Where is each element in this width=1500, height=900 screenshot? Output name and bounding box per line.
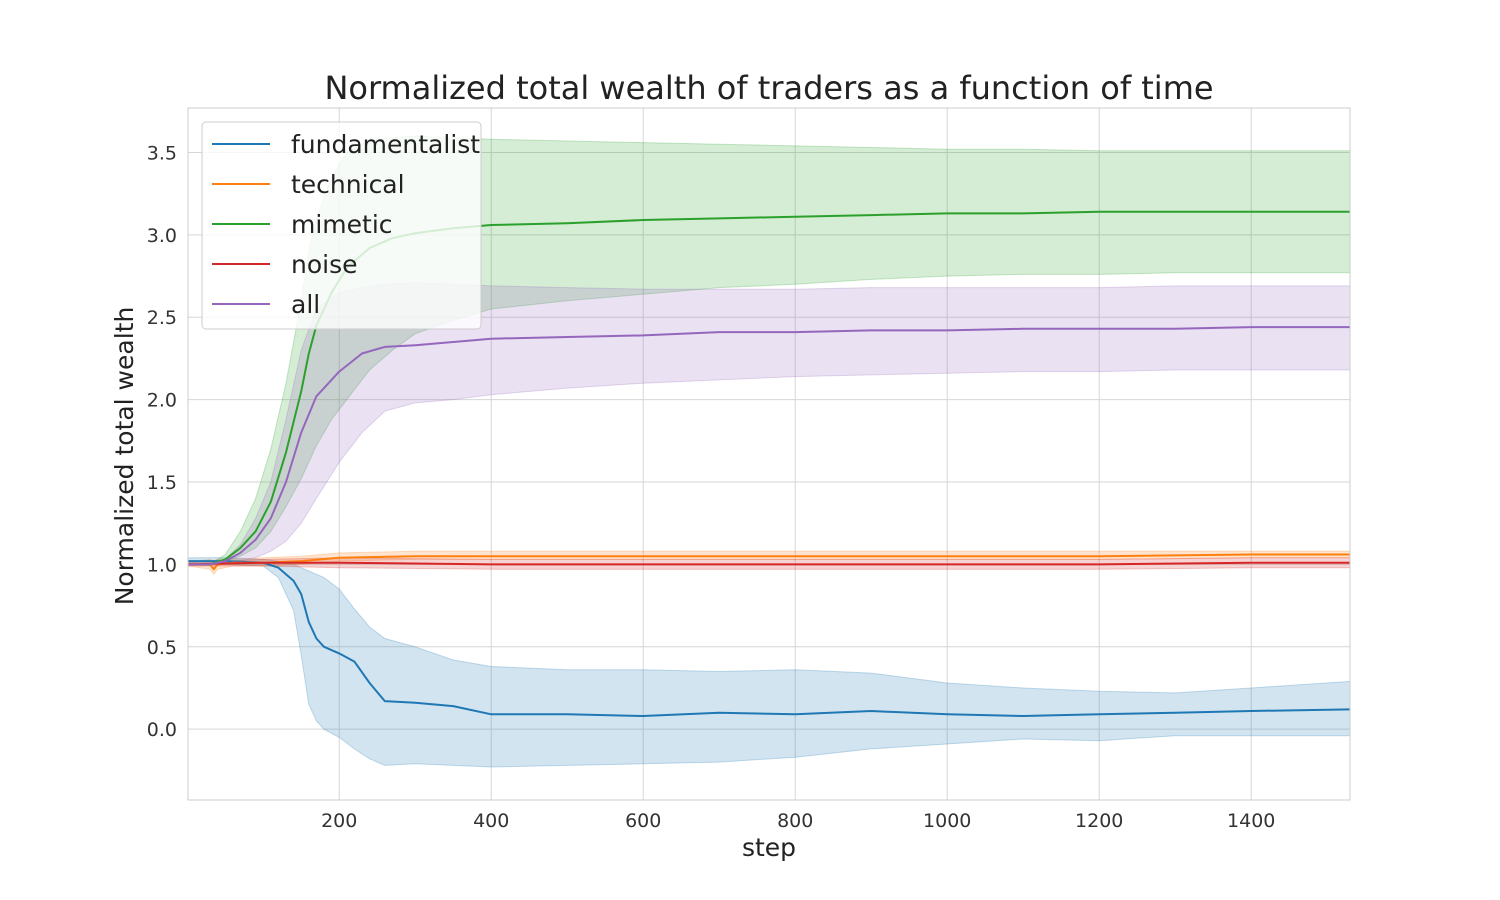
noise-legend-label: noise xyxy=(291,250,358,279)
x-tick-label: 1400 xyxy=(1227,810,1275,832)
fundamentalist-legend-label: fundamentalist xyxy=(291,130,480,159)
x-tick-label: 400 xyxy=(473,810,509,832)
all-series-line xyxy=(188,326,1350,566)
x-axis-ticks: 200 400 600 800 1000 1200 1400 xyxy=(321,810,1275,832)
y-tick-label: 3.5 xyxy=(147,142,177,164)
x-axis-label: step xyxy=(742,833,796,862)
legend-box xyxy=(201,121,482,330)
legend: fundamentalist technical mimetic noise all xyxy=(201,121,482,330)
x-tick-label: 200 xyxy=(321,810,357,832)
mimetic-legend-label: mimetic xyxy=(291,210,393,239)
y-tick-label: 0.5 xyxy=(147,637,177,659)
y-tick-label: 2.5 xyxy=(147,307,177,329)
technical-legend-label: technical xyxy=(291,170,405,199)
fundamentalist-series-line xyxy=(188,560,1351,717)
y-axis-label: Normalized total wealth xyxy=(110,307,139,606)
chart-title: Normalized total wealth of traders as a … xyxy=(324,69,1213,107)
noise-series-line xyxy=(187,561,1350,566)
y-tick-label: 1.0 xyxy=(147,554,177,576)
plot-frame xyxy=(187,107,1351,801)
y-axis-ticks: 0.0 0.5 1.0 1.5 2.0 2.5 3.0 3.5 xyxy=(147,142,177,741)
technical-series-line xyxy=(188,553,1350,571)
x-tick-label: 600 xyxy=(625,810,661,832)
y-tick-label: 2.0 xyxy=(147,390,177,412)
y-tick-label: 0.0 xyxy=(147,719,177,741)
y-tick-label: 1.5 xyxy=(147,472,177,494)
x-tick-label: 1000 xyxy=(923,810,971,832)
x-tick-label: 800 xyxy=(777,810,813,832)
y-tick-label: 3.0 xyxy=(147,225,177,247)
all-legend-label: all xyxy=(291,290,320,319)
x-tick-label: 1200 xyxy=(1075,810,1123,832)
